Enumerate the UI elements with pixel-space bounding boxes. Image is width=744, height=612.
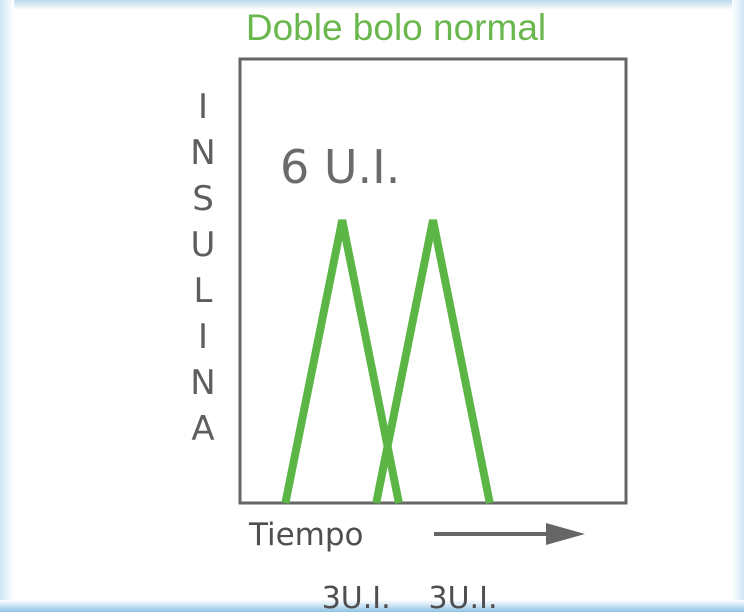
x-axis-label: Tiempo [248, 517, 364, 553]
dose-label-1: 3U.I. [322, 581, 391, 612]
chart-title: Doble bolo normal [246, 7, 546, 48]
y-axis-label-letter: L [194, 271, 213, 311]
bolus-series-2 [372, 219, 494, 504]
dose-annotation: 6 U.I. [280, 140, 400, 194]
slide-frame-bottom [0, 600, 744, 612]
time-arrow [434, 523, 585, 545]
y-axis-label-letter: I [198, 87, 208, 127]
bolus-series-1 [281, 219, 403, 504]
dose-labels: 3U.I. 3U.I. [322, 581, 498, 612]
y-axis-label-letter: N [190, 133, 215, 173]
time-arrow-head [546, 523, 585, 545]
slide-frame-top [0, 0, 744, 10]
y-axis-label-letter: N [190, 363, 215, 403]
slide-frame-right [732, 0, 744, 612]
y-axis-label-letter: I [198, 317, 208, 357]
y-axis-label-letter: U [191, 225, 216, 265]
y-axis-label-letter: S [192, 179, 214, 219]
dose-label-2: 3U.I. [429, 581, 498, 612]
y-axis-label-letter: A [191, 409, 214, 449]
plot-frame [238, 57, 628, 505]
series-group [281, 219, 494, 504]
slide-frame-left [0, 0, 14, 612]
